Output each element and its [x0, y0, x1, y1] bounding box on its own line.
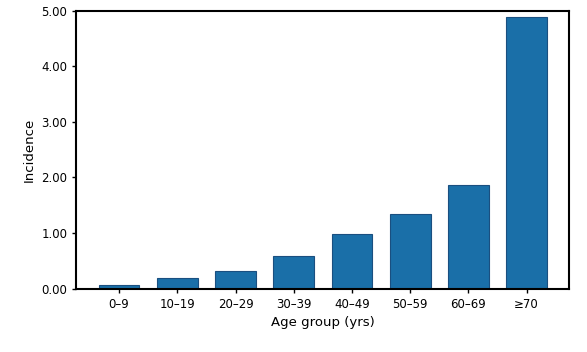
- Bar: [448, 185, 489, 289]
- Bar: [157, 277, 198, 289]
- Bar: [390, 214, 430, 289]
- Bar: [506, 17, 547, 289]
- Bar: [99, 285, 140, 289]
- Bar: [215, 271, 256, 289]
- X-axis label: Age group (yrs): Age group (yrs): [271, 316, 375, 329]
- Y-axis label: Incidence: Incidence: [23, 118, 36, 182]
- Bar: [274, 256, 314, 289]
- Bar: [332, 234, 372, 289]
